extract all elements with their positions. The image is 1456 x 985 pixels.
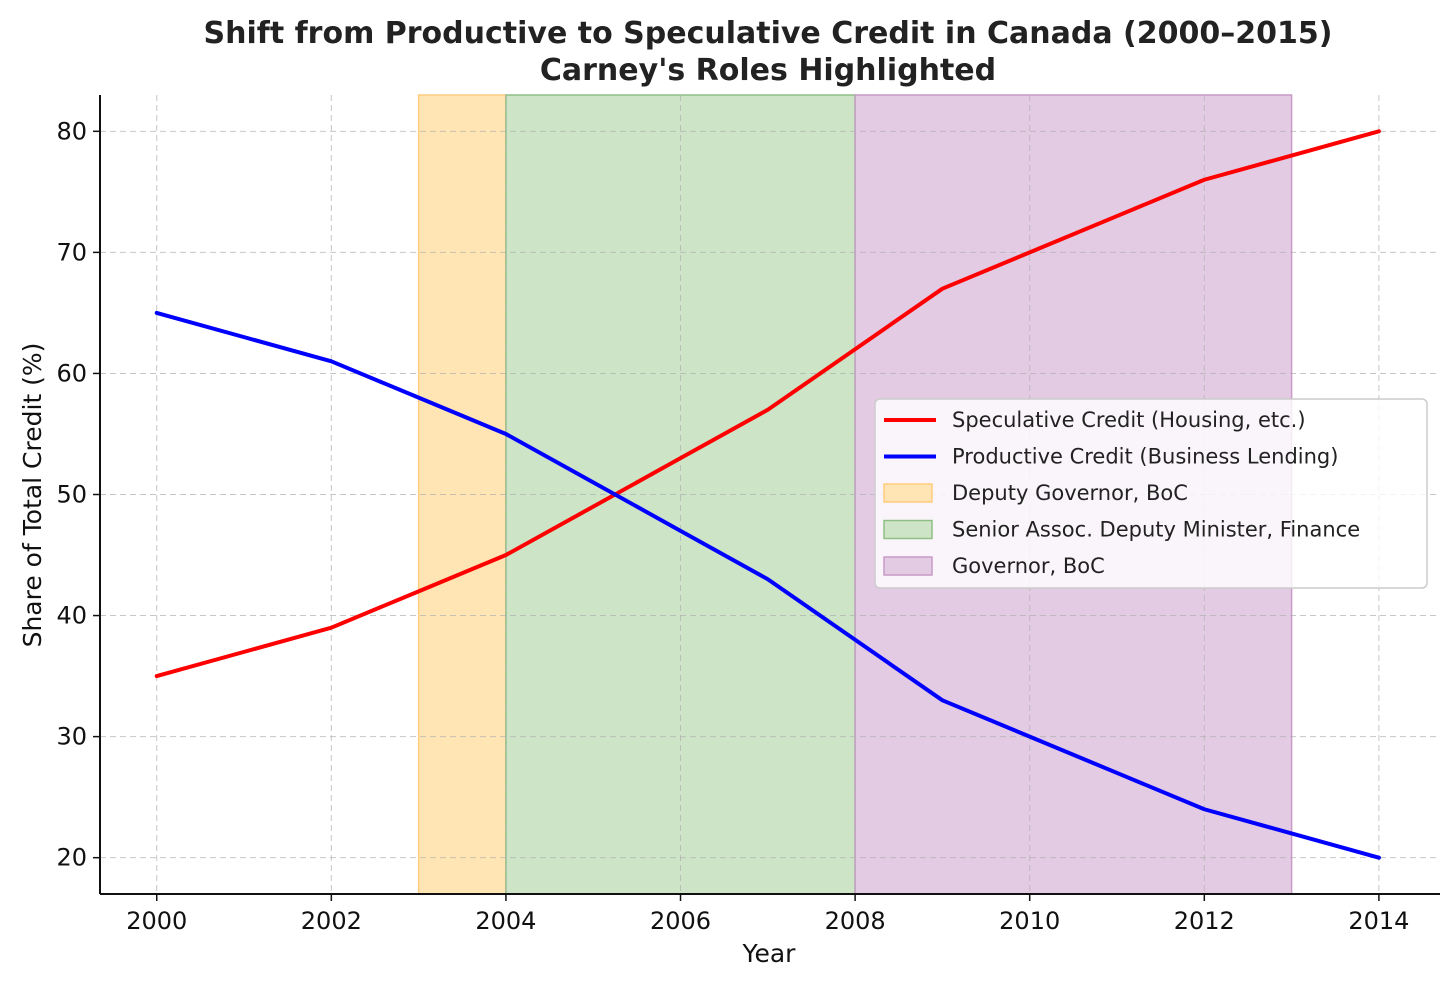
y-tick-label-60: 60 xyxy=(56,359,87,387)
y-tick-label-80: 80 xyxy=(56,117,87,145)
x-tick-label-2004: 2004 xyxy=(475,907,536,935)
y-tick-label-50: 50 xyxy=(56,481,87,509)
series-line-1 xyxy=(154,310,1381,860)
legend-label-span-2: Governor, BoC xyxy=(952,554,1105,578)
y-tick-label-20: 20 xyxy=(56,844,87,872)
legend-label-span-0: Deputy Governor, BoC xyxy=(952,481,1188,505)
series-lines xyxy=(154,129,1381,860)
legend-swatch-span-2 xyxy=(883,556,933,576)
x-tick-label-2012: 2012 xyxy=(1174,907,1235,935)
legend-swatch-span-0 xyxy=(883,483,933,503)
y-tick-label-30: 30 xyxy=(56,723,87,751)
legend-label-series-1: Productive Credit (Business Lending) xyxy=(952,445,1338,469)
legend: Speculative Credit (Housing, etc.) Produc… xyxy=(874,398,1428,589)
x-tick-label-2000: 2000 xyxy=(126,907,187,935)
legend-label-span-1: Senior Assoc. Deputy Minister, Finance xyxy=(952,518,1360,542)
chart-subtitle: Carney's Roles Highlighted xyxy=(540,53,996,88)
series-line-0 xyxy=(154,129,1381,679)
grid-lines xyxy=(100,95,1440,894)
legend-swatch-span-1 xyxy=(883,519,933,540)
y-tick-label-70: 70 xyxy=(56,238,87,266)
x-tick-label-2002: 2002 xyxy=(301,907,362,935)
y-axis-label: Share of Total Credit (%) xyxy=(18,343,47,648)
legend-box xyxy=(874,398,1428,589)
x-tick-label-2008: 2008 xyxy=(825,907,886,935)
legend-label-series-0: Speculative Credit (Housing, etc.) xyxy=(952,408,1306,432)
x-tick-label-2014: 2014 xyxy=(1348,907,1409,935)
x-axis-label: Year xyxy=(742,939,797,968)
y-axis-ticks: 20 30 40 50 60 70 80 xyxy=(56,117,100,872)
x-tick-label-2010: 2010 xyxy=(999,907,1060,935)
x-tick-label-2006: 2006 xyxy=(650,907,711,935)
x-axis-ticks: 2000 2002 2004 2006 2008 2010 2012 2014 xyxy=(126,894,1409,935)
y-tick-label-40: 40 xyxy=(56,602,87,630)
chart-title: Shift from Productive to Speculative Cre… xyxy=(204,16,1333,51)
